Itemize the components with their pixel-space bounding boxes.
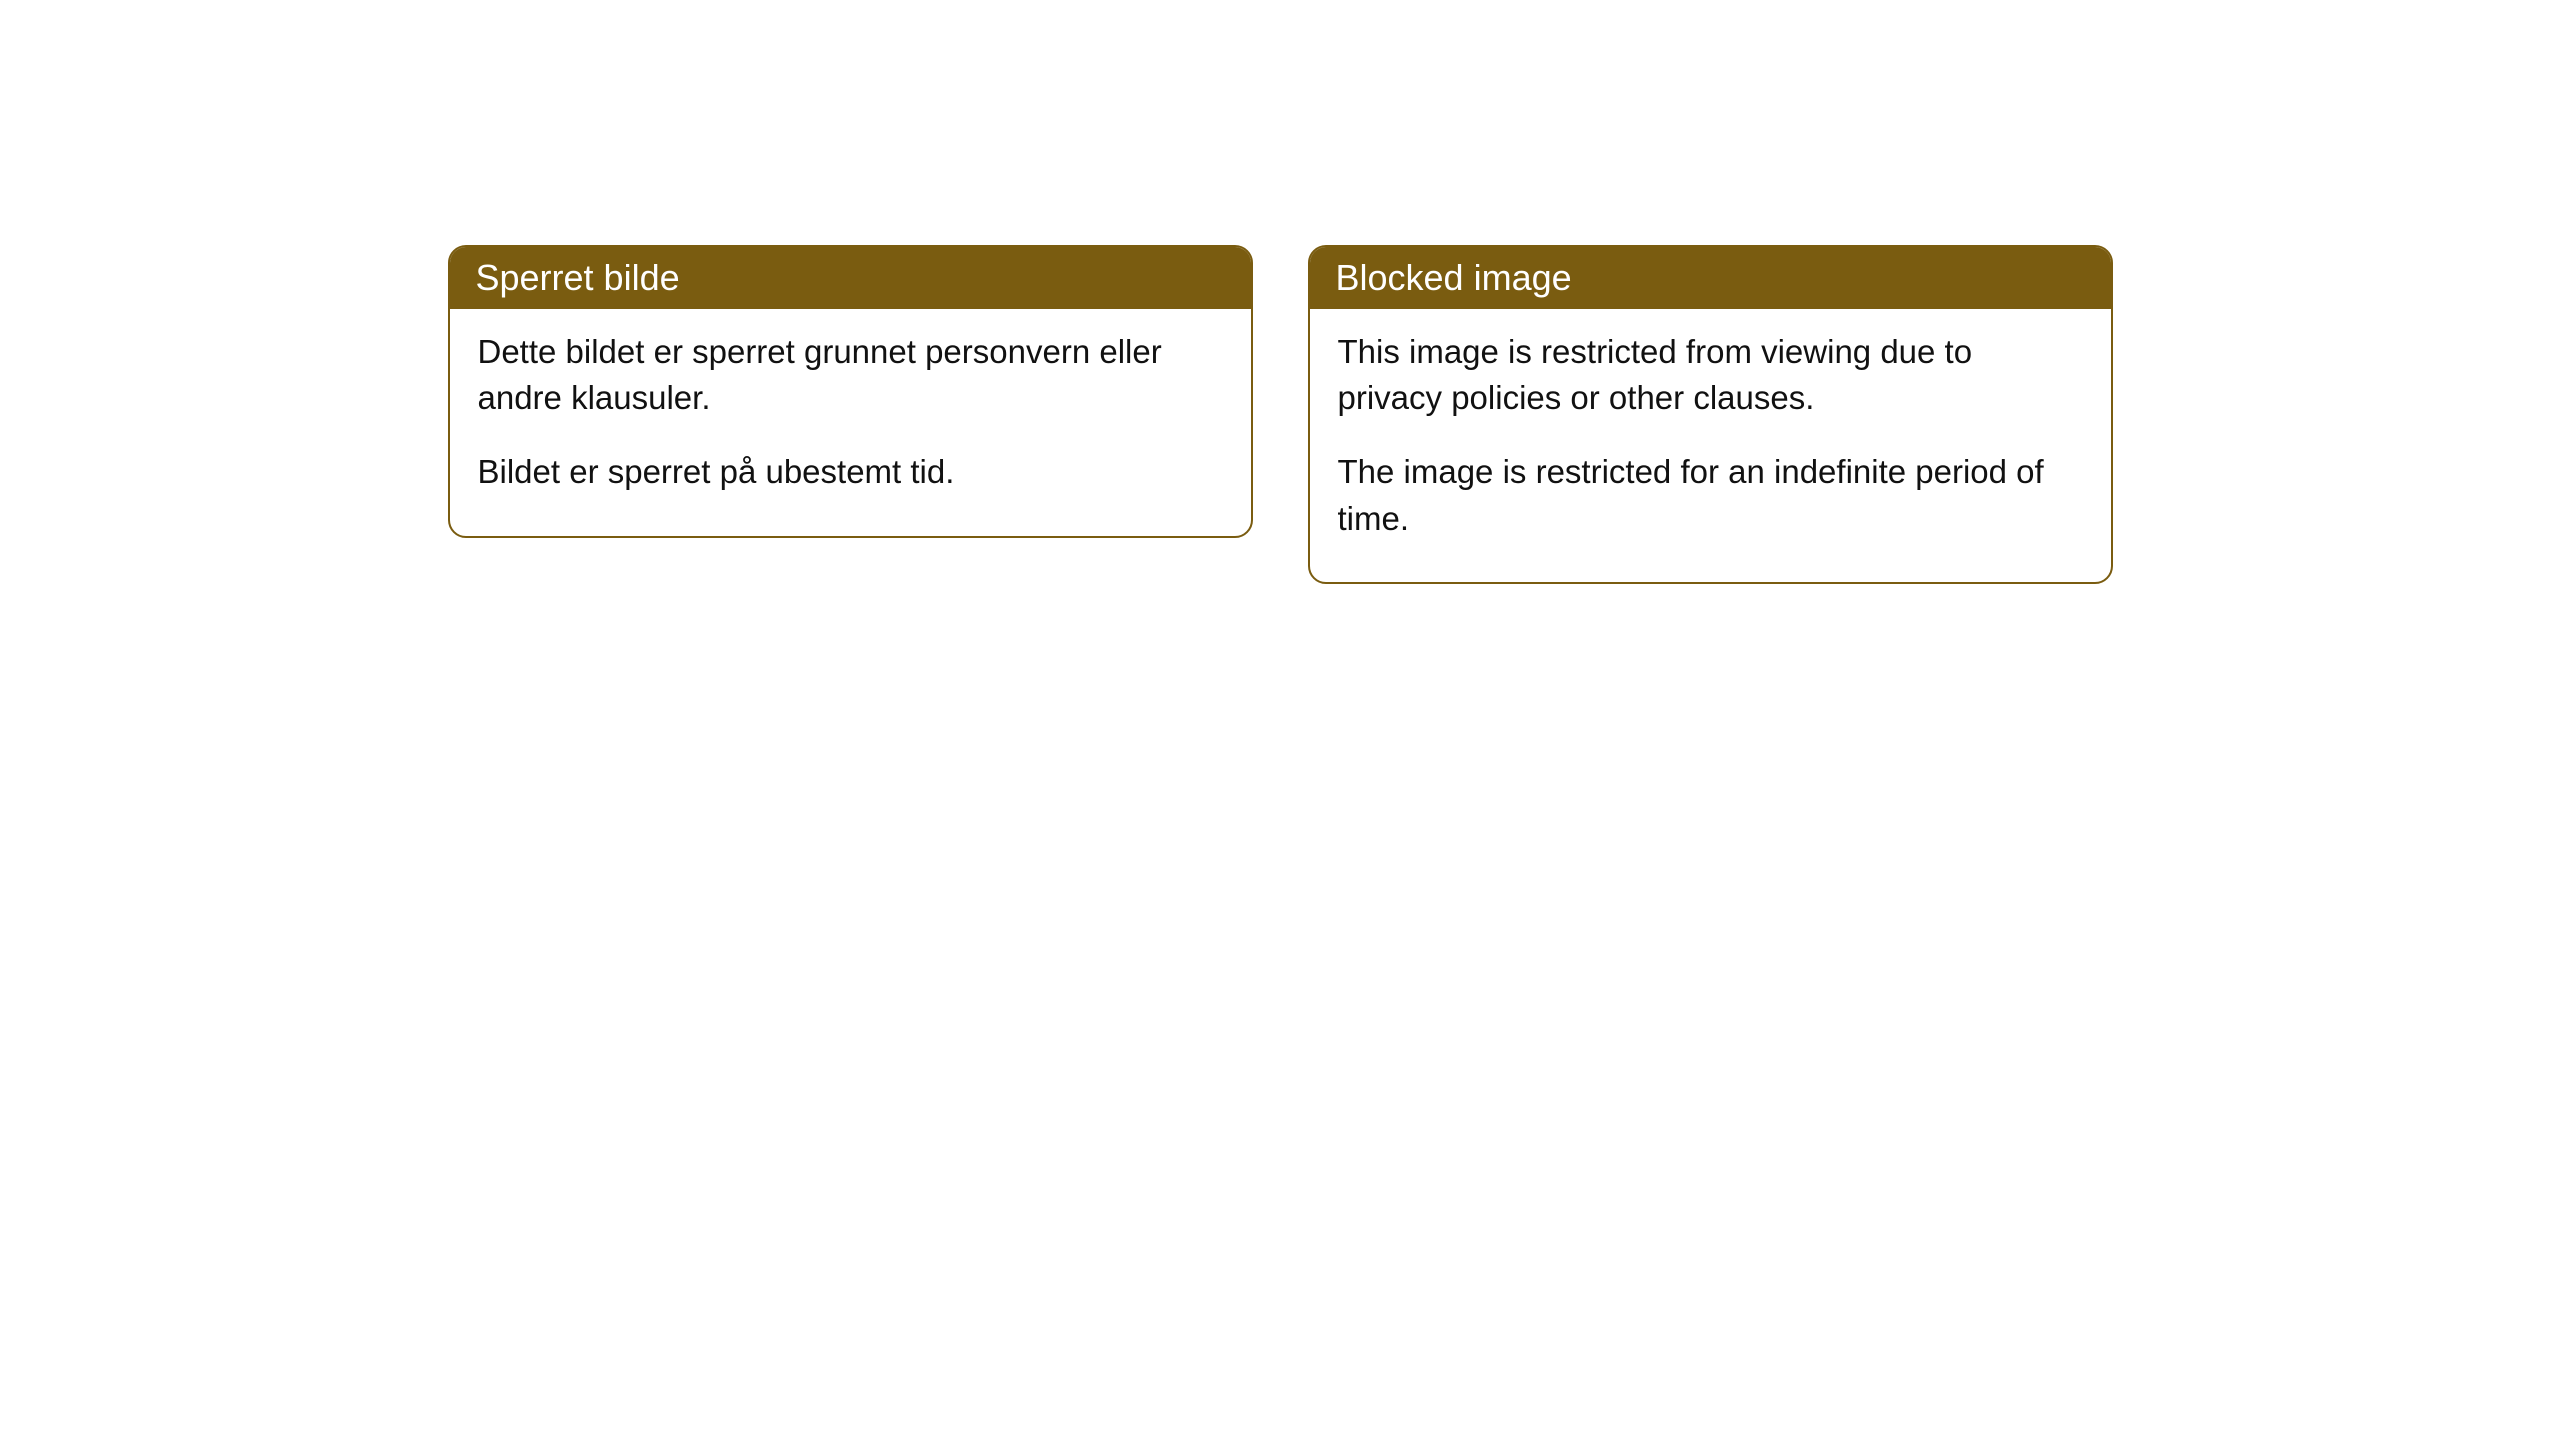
card-body: This image is restricted from viewing du… — [1310, 309, 2111, 582]
card-paragraph: The image is restricted for an indefinit… — [1338, 449, 2083, 541]
card-paragraph: Dette bildet er sperret grunnet personve… — [478, 329, 1223, 421]
notice-card-norwegian: Sperret bilde Dette bildet er sperret gr… — [448, 245, 1253, 538]
card-header: Sperret bilde — [450, 247, 1251, 309]
card-title: Sperret bilde — [476, 257, 680, 298]
card-title: Blocked image — [1336, 257, 1572, 298]
notice-cards-container: Sperret bilde Dette bildet er sperret gr… — [448, 245, 2113, 1440]
card-paragraph: This image is restricted from viewing du… — [1338, 329, 2083, 421]
card-paragraph: Bildet er sperret på ubestemt tid. — [478, 449, 1223, 495]
card-body: Dette bildet er sperret grunnet personve… — [450, 309, 1251, 536]
notice-card-english: Blocked image This image is restricted f… — [1308, 245, 2113, 584]
card-header: Blocked image — [1310, 247, 2111, 309]
